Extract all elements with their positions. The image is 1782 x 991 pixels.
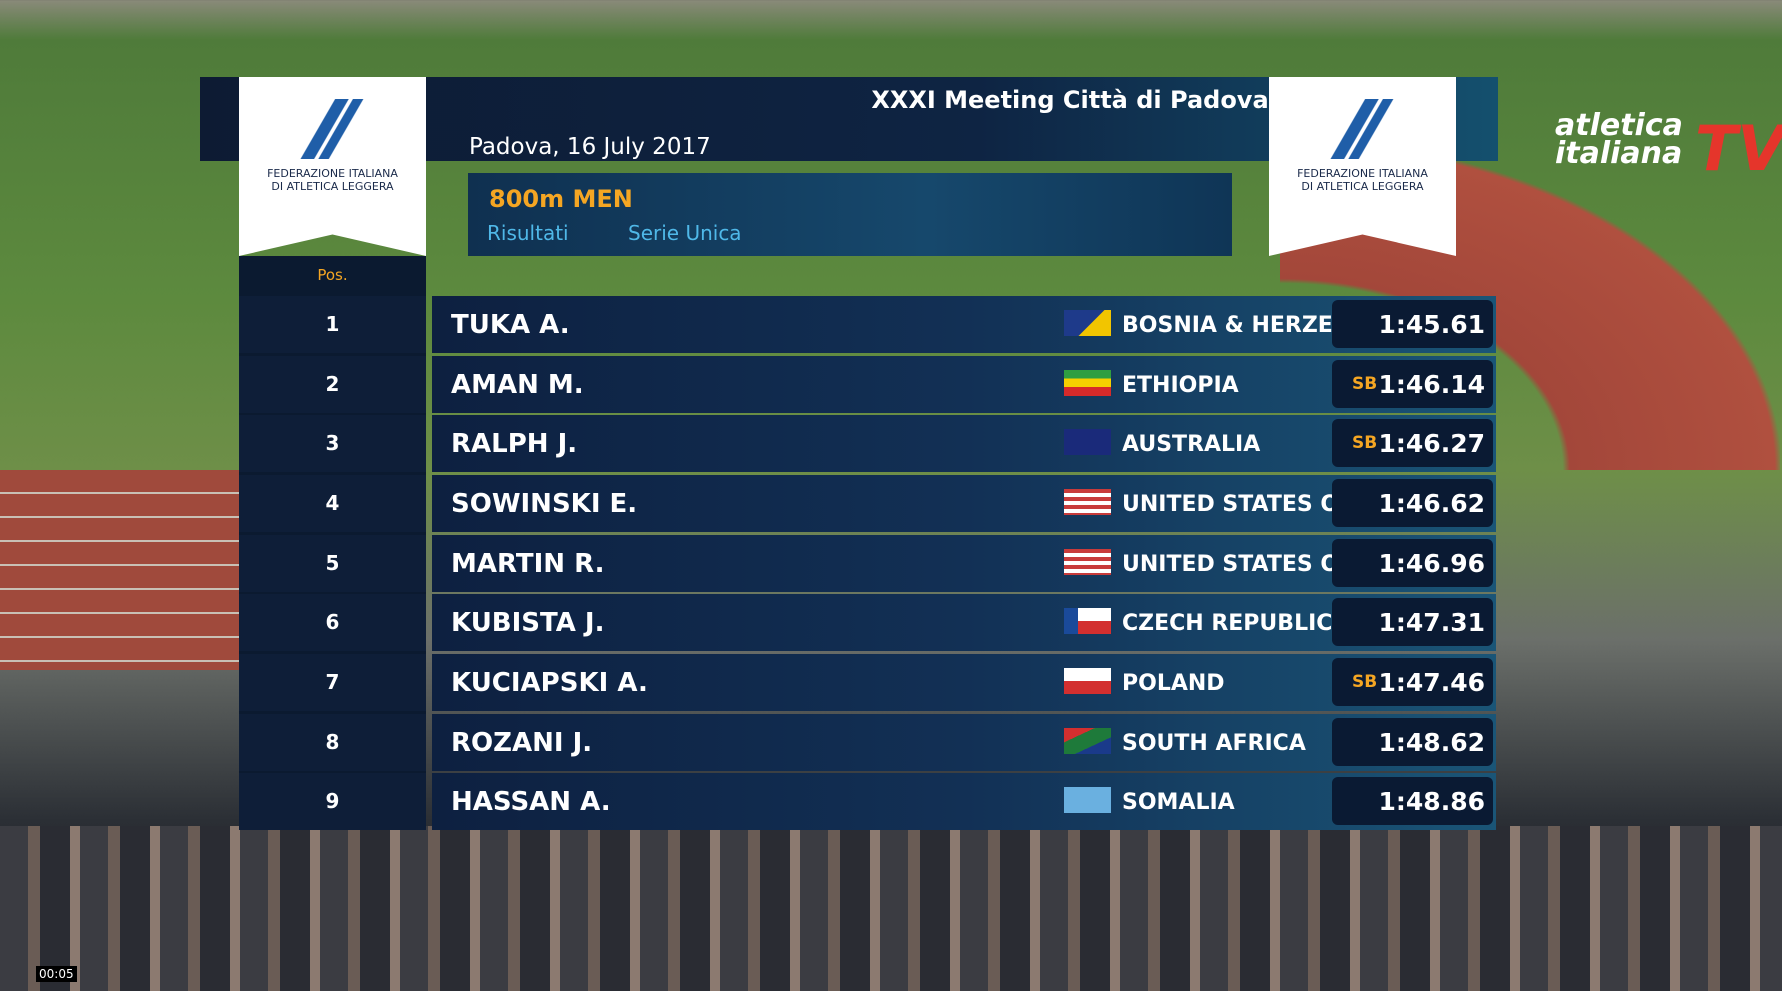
result-row: 9 HASSAN A. SOMALIA 1:48.86: [239, 773, 1496, 831]
athlete-panel: ROZANI J. SOUTH AFRICA 1:48.62: [432, 713, 1496, 771]
flag: [1064, 429, 1111, 456]
brand-text: italiana: [1555, 136, 1683, 171]
note: SB: [1352, 671, 1378, 692]
position: 1: [239, 296, 426, 353]
athlete-name: HASSAN A.: [451, 787, 611, 818]
country: CZECH REPUBLIC: [1122, 611, 1333, 637]
athlete-name: KUCIAPSKI A.: [451, 667, 648, 698]
time: 1:47.31: [1378, 608, 1485, 638]
brand-text: atletica: [1555, 108, 1683, 143]
time: 1:48.86: [1378, 787, 1485, 817]
flag: [1064, 727, 1111, 754]
athlete-panel: TUKA A. BOSNIA & HERZEGOVINA 1:45.61: [432, 296, 1496, 353]
country: ETHIOPIA: [1122, 372, 1239, 398]
time: 1:48.62: [1378, 727, 1485, 757]
time-box: 1:48.86: [1332, 777, 1493, 826]
crowd: [0, 826, 1782, 991]
title: XXXI Meeting Città di Padova: [871, 86, 1269, 114]
position: 4: [239, 474, 426, 532]
flag: [1064, 548, 1111, 575]
athlete-name: SOWINSKI E.: [451, 488, 638, 519]
athlete-name: MARTIN R.: [451, 548, 605, 579]
subtitle: Risultati: [487, 221, 569, 245]
time: 1:46.14: [1378, 369, 1485, 399]
athlete-name: TUKA A.: [451, 310, 570, 340]
result-row: 7 KUCIAPSKI A. POLAND SB 1:47.46: [239, 653, 1496, 711]
subtitle: Serie Unica: [628, 221, 742, 245]
athlete-name: ROZANI J.: [451, 727, 593, 758]
flag: [1064, 488, 1111, 515]
brand: atletica italiana: [1555, 108, 1683, 171]
country: POLAND: [1122, 670, 1225, 696]
flag: [1064, 310, 1111, 336]
result-row: 3 RALPH J. AUSTRALIA SB 1:46.27: [239, 415, 1496, 473]
athlete-panel: RALPH J. AUSTRALIA SB 1:46.27: [432, 415, 1496, 473]
position: 3: [239, 415, 426, 473]
result-row: 6 KUBISTA J. CZECH REPUBLIC 1:47.31: [239, 594, 1496, 652]
time-box: 1:47.31: [1332, 598, 1493, 647]
brand-tv: TV: [1695, 112, 1782, 185]
pos-header: Pos.: [317, 266, 348, 284]
athlete-name: KUBISTA J.: [451, 608, 605, 639]
result-row: 4 SOWINSKI E. UNITED STATES OF AMERICA 1:46…: [239, 474, 1496, 532]
athlete-panel: AMAN M. ETHIOPIA SB 1:46.14: [432, 355, 1496, 413]
result-row: 1 TUKA A. BOSNIA & HERZEGOVINA 1:45.61: [239, 296, 1496, 353]
flag: [1064, 667, 1111, 694]
logo-text: FEDERAZIONE ITALIANA: [267, 167, 398, 180]
note: SB: [1352, 373, 1378, 394]
result-row: 8 ROZANI J. SOUTH AFRICA 1:48.62: [239, 713, 1496, 771]
result-row: 5 MARTIN R. UNITED STATES OF AMERICA 1:46.9…: [239, 534, 1496, 592]
position: 5: [239, 534, 426, 592]
flag: [1064, 608, 1111, 635]
athlete-panel: KUBISTA J. CZECH REPUBLIC 1:47.31: [432, 594, 1496, 652]
athlete-panel: KUCIAPSKI A. POLAND SB 1:47.46: [432, 653, 1496, 711]
time: 1:46.27: [1378, 429, 1485, 459]
logo-text: DI ATLETICA LEGGERA: [271, 180, 394, 193]
athlete-name: AMAN M.: [451, 369, 584, 400]
logo: FEDERAZIONE ITALIANA DI ATLETICA LEGGERA: [1269, 77, 1456, 256]
time: 1:47.46: [1378, 667, 1485, 697]
time: 1:46.62: [1378, 488, 1485, 518]
country: SOMALIA: [1122, 790, 1235, 816]
position: 2: [239, 355, 426, 413]
athlete-panel: MARTIN R. UNITED STATES OF AMERICA 1:46.96: [432, 534, 1496, 592]
date: Padova, 16 July 2017: [469, 134, 711, 160]
event-box: 800m MEN Risultati Serie Unica: [468, 173, 1232, 256]
event: 800m MEN: [489, 185, 633, 213]
time-box: 1:46.96: [1332, 538, 1493, 587]
position: 9: [239, 773, 426, 831]
note: SB: [1352, 433, 1378, 454]
time-box: SB 1:47.46: [1332, 657, 1493, 706]
athlete-panel: HASSAN A. SOMALIA 1:48.86: [432, 773, 1496, 831]
time-box: SB 1:46.14: [1332, 359, 1493, 408]
time: 1:46.96: [1378, 548, 1485, 578]
flag: [1064, 787, 1111, 814]
track: [0, 470, 260, 670]
time-box: 1:48.62: [1332, 717, 1493, 766]
time-box: SB 1:46.27: [1332, 419, 1493, 468]
logo-text: DI ATLETICA LEGGERA: [1301, 180, 1424, 193]
athlete-name: RALPH J.: [451, 429, 578, 460]
time: 1:45.61: [1378, 310, 1485, 339]
logo-text: FEDERAZIONE ITALIANA: [1297, 167, 1428, 180]
logo: FEDERAZIONE ITALIANA DI ATLETICA LEGGERA: [239, 77, 426, 256]
position: 8: [239, 713, 426, 771]
athlete-panel: SOWINSKI E. UNITED STATES OF AMERICA 1:46.…: [432, 474, 1496, 532]
country: SOUTH AFRICA: [1122, 730, 1306, 756]
result-row: 2 AMAN M. ETHIOPIA SB 1:46.14: [239, 355, 1496, 413]
country: AUSTRALIA: [1122, 432, 1261, 458]
position: 7: [239, 653, 426, 711]
flag: [1064, 369, 1111, 396]
time-box: 1:45.61: [1332, 300, 1493, 348]
position: 6: [239, 594, 426, 652]
timestamp: 00:05: [36, 966, 77, 982]
time-box: 1:46.62: [1332, 478, 1493, 527]
